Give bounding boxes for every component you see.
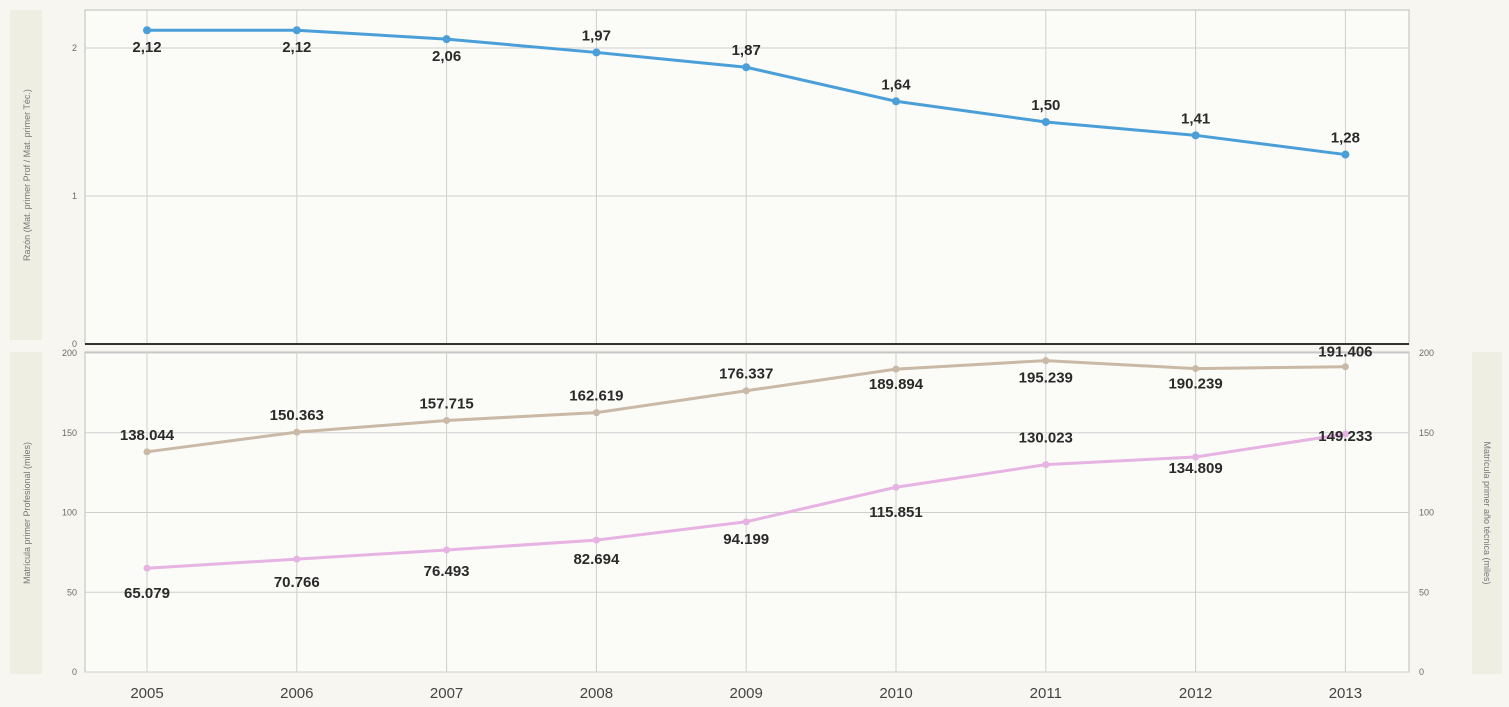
enrollment-point — [1042, 357, 1050, 365]
enrollment-point — [143, 564, 151, 572]
ratio-point — [1341, 150, 1350, 159]
enrollment-data-label: 134.809 — [1168, 460, 1222, 477]
enrollment-point — [892, 365, 900, 373]
enrollment-point — [443, 546, 451, 554]
right-y-axis-label: Matrícula primer año técnica (miles) — [1482, 441, 1492, 584]
enrollment-y-tick: 0 — [72, 667, 77, 677]
ratio-point — [1041, 118, 1050, 126]
enrollment-point — [1192, 365, 1200, 373]
ratio-data-label: 1,28 — [1331, 130, 1360, 147]
enrollment-data-label: 70.766 — [274, 574, 320, 591]
ratio-point — [143, 26, 151, 35]
enrollment-data-label: 190.239 — [1168, 376, 1222, 393]
enrollment-data-label: 189.894 — [869, 376, 924, 393]
enrollment-data-label: 138.044 — [120, 427, 175, 444]
enrollment-point — [1192, 453, 1200, 461]
bottom-ylabel-strip — [10, 352, 42, 674]
enrollment-point — [742, 387, 750, 395]
enrollment-point — [443, 416, 451, 424]
enrollment-data-label: 130.023 — [1019, 430, 1073, 447]
enrollment-y2-tick: 200 — [1419, 348, 1434, 358]
ratio-plot-area — [84, 9, 1410, 345]
enrollment-point — [293, 555, 301, 563]
enrollment-data-label: 94.199 — [723, 531, 769, 548]
x-tick-label: 2009 — [730, 685, 763, 702]
ratio-data-label: 1,87 — [732, 42, 761, 59]
x-tick-label: 2007 — [430, 685, 463, 702]
ratio-point — [292, 26, 301, 35]
enrollment-y2-tick: 0 — [1419, 667, 1424, 677]
enrollment-point — [293, 428, 301, 436]
top-ylabel-strip — [10, 10, 42, 340]
ratio-data-label: 1,64 — [881, 76, 911, 93]
ratio-panel: 0 1 2 2,12 2,12 2,06 1,97 1,87 1,64 1,50 1,41 1,28 — [72, 9, 1410, 349]
enrollment-data-label: 65.079 — [124, 585, 170, 602]
x-tick-label: 2011 — [1030, 685, 1062, 702]
x-tick-label: 2013 — [1329, 685, 1362, 702]
right-ylabel-strip — [1472, 352, 1502, 674]
top-y-axis-label: Razón (Mat. primer Prof / Mat. primer Té… — [22, 89, 32, 261]
enrollment-data-label: 176.337 — [719, 366, 773, 383]
enrollment-y-tick: 200 — [62, 348, 77, 358]
enrollment-panel: 0 50 100 150 200 0 50 100 150 200 138.044 150.363 15… — [62, 344, 1434, 677]
enrollment-y-tick: 150 — [62, 428, 77, 438]
x-axis: 2005 2006 2007 2008 2009 2010 2011 2012 2013 — [130, 685, 1362, 702]
enrollment-y-tick: 50 — [67, 587, 77, 597]
ratio-y-tick: 1 — [72, 191, 77, 201]
x-tick-label: 2008 — [580, 685, 613, 702]
enrollment-point — [592, 409, 600, 417]
enrollment-data-label: 115.851 — [869, 504, 922, 521]
enrollment-data-label: 82.694 — [573, 551, 620, 568]
x-tick-label: 2005 — [130, 685, 163, 702]
ratio-point — [592, 48, 601, 57]
ratio-data-label: 1,41 — [1181, 110, 1210, 127]
ratio-point — [742, 63, 751, 72]
enrollment-point — [143, 448, 151, 456]
ratio-data-label: 2,12 — [282, 39, 311, 56]
ratio-data-label: 1,97 — [582, 27, 611, 44]
enrollment-data-label: 191.406 — [1318, 344, 1372, 361]
enrollment-data-label: 195.239 — [1019, 370, 1073, 387]
ratio-data-label: 1,50 — [1031, 97, 1060, 114]
enrollment-point — [742, 518, 750, 526]
enrollment-point — [1341, 363, 1349, 371]
enrollment-point — [1042, 461, 1050, 469]
x-tick-label: 2006 — [280, 685, 313, 702]
enrollment-data-label: 76.493 — [424, 563, 470, 580]
enrollment-data-label: 149.233 — [1318, 428, 1372, 445]
enrollment-data-label: 162.619 — [569, 388, 623, 405]
ratio-y-tick: 2 — [72, 43, 77, 53]
enrollment-y2-tick: 50 — [1419, 587, 1429, 597]
enrollment-point — [1341, 430, 1349, 438]
ratio-y-tick: 0 — [72, 339, 77, 349]
enrollment-data-label: 157.715 — [419, 395, 473, 412]
x-tick-label: 2010 — [879, 685, 912, 702]
ratio-data-label: 2,12 — [132, 39, 161, 56]
enrollment-point — [892, 483, 900, 491]
enrollment-y2-tick: 100 — [1419, 508, 1434, 518]
enrollment-point — [592, 536, 600, 544]
enrollment-data-label: 150.363 — [270, 407, 324, 424]
enrollment-y2-tick: 150 — [1419, 428, 1434, 438]
enrollment-y-tick: 100 — [62, 508, 77, 518]
bottom-y-axis-label: Matrícula primer Profesional (miles) — [22, 442, 32, 584]
ratio-data-label: 2,06 — [432, 48, 461, 65]
ratio-point — [892, 97, 900, 106]
ratio-point — [1191, 131, 1200, 140]
ratio-point — [442, 35, 451, 44]
x-tick-label: 2012 — [1179, 685, 1212, 702]
